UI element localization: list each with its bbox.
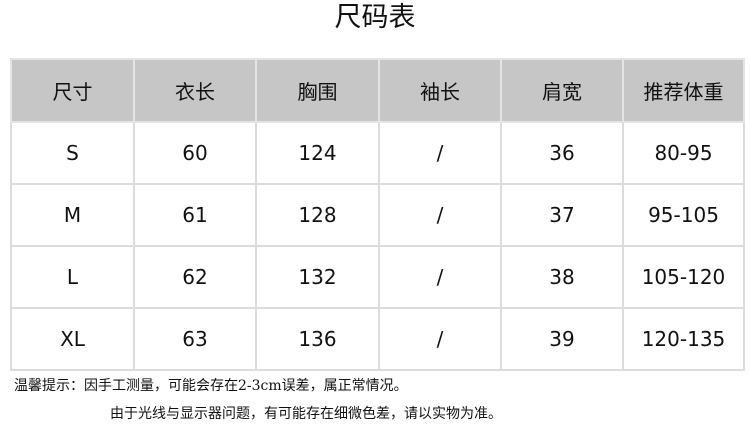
header-cell: 胸围 [255,58,380,123]
cell: 132 [255,245,380,309]
cell: 95-105 [622,183,745,247]
cell: / [378,121,502,185]
page-title: 尺码表 [334,2,416,33]
cell: 36 [500,121,624,185]
cell: 60 [133,121,257,185]
cell: / [378,183,502,247]
header-cell: 袖长 [378,58,502,123]
cell: XL [10,307,135,371]
header-cell: 肩宽 [500,58,624,123]
cell: 80-95 [622,121,745,185]
cell: L [10,245,135,309]
cell: 136 [255,307,380,371]
cell: 39 [500,307,624,371]
cell: 62 [133,245,257,309]
table-row: M 61 128 / 37 95-105 [10,183,745,247]
cell: 63 [133,307,257,371]
cell: / [378,245,502,309]
cell: 105-120 [622,245,745,309]
header-cell: 推荐体重 [622,58,745,123]
cell: 120-135 [622,307,745,371]
table-row: L 62 132 / 38 105-120 [10,245,745,309]
cell: 128 [255,183,380,247]
cell: / [378,307,502,371]
header-row: 尺寸 衣长 胸围 袖长 肩宽 推荐体重 [10,58,745,123]
cell: 124 [255,121,380,185]
cell: M [10,183,135,247]
cell: 37 [500,183,624,247]
size-chart-table: 尺寸 衣长 胸围 袖长 肩宽 推荐体重 S 60 124 / 36 80-95 … [10,58,745,371]
cell: 61 [133,183,257,247]
header-cell: 尺寸 [10,58,135,123]
table-row: XL 63 136 / 39 120-135 [10,307,745,371]
header-cell: 衣长 [133,58,257,123]
cell: S [10,121,135,185]
table-row: S 60 124 / 36 80-95 [10,121,745,185]
color-note: 由于光线与显示器问题，有可能存在细微色差，请以实物为准。 [110,406,502,422]
cell: 38 [500,245,624,309]
measurement-note: 温馨提示：因手工测量，可能会存在2-3cm误差，属正常情况。 [14,378,408,394]
